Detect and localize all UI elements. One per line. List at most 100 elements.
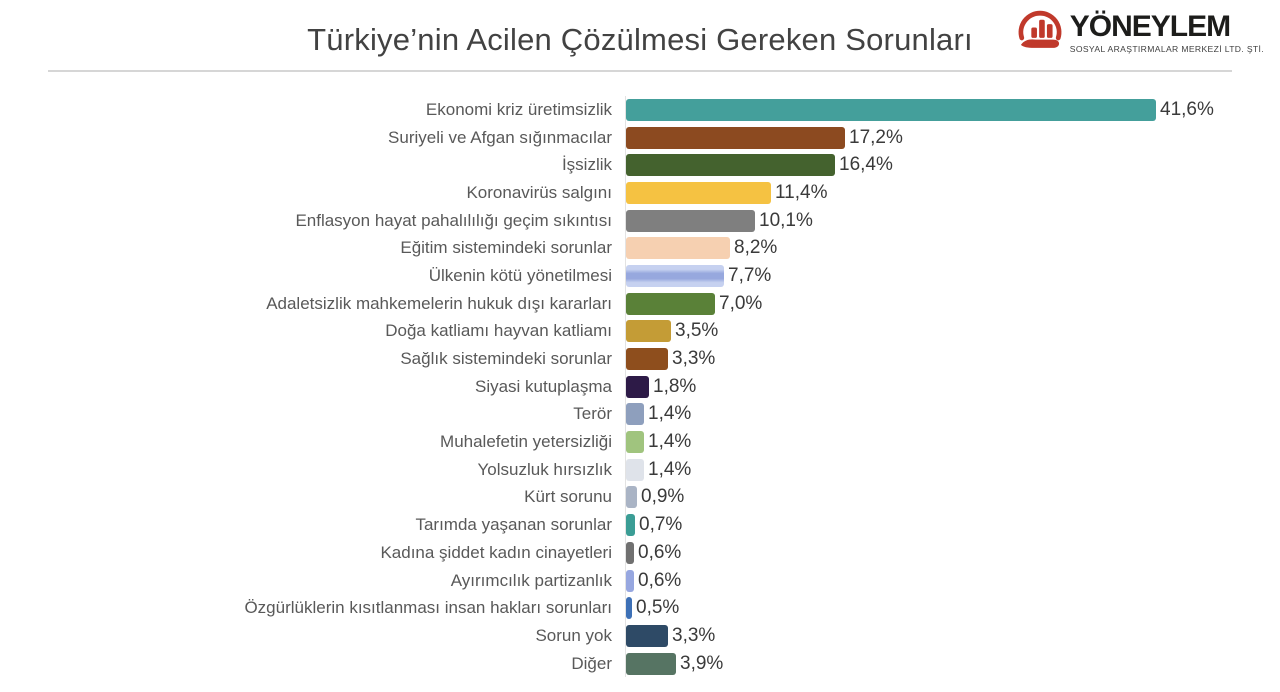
yoneylem-logo: YÖNEYLEM SOSYAL ARAŞTIRMALAR MERKEZİ LTD…	[1014, 7, 1264, 60]
value-label: 11,4%	[775, 181, 828, 203]
bar-area: 1,4%	[625, 400, 692, 429]
category-label: Koronavirüs salgını	[466, 182, 612, 202]
category-label: Ekonomi kriz üretimsizlik	[425, 99, 612, 119]
chart-row: Koronavirüs salgını 11,4%	[0, 179, 1280, 207]
title-divider	[48, 70, 1232, 72]
category-label: Ülkenin kötü yönetilmesi	[428, 265, 612, 285]
bar	[626, 624, 668, 647]
chart-row: Ekonomi kriz üretimsizlik 41,6%	[0, 96, 1280, 124]
chart-row: Muhalefetin yetersizliği 1,4%	[0, 428, 1280, 456]
value-label: 0,7%	[639, 514, 683, 536]
value-label: 1,4%	[648, 458, 692, 480]
bar-chart: Ekonomi kriz üretimsizlik 41,6% Suriyeli…	[0, 96, 1280, 678]
value-label: 1,4%	[648, 403, 692, 425]
bar	[626, 403, 644, 426]
bar-area: 0,5%	[625, 594, 680, 623]
value-label: 3,3%	[672, 624, 716, 646]
bar	[626, 514, 635, 537]
bar	[626, 569, 634, 592]
value-label: 1,8%	[653, 375, 697, 397]
value-label: 3,3%	[672, 348, 716, 370]
category-label: Özgürlüklerin kısıtlanması insan hakları…	[244, 598, 612, 618]
bar-area: 17,2%	[625, 123, 903, 152]
bar	[626, 209, 755, 232]
chart-row: Kadına şiddet kadın cinayetleri 0,6%	[0, 539, 1280, 567]
logo-name: YÖNEYLEM	[1069, 10, 1231, 44]
hand-holding-bars-icon	[1014, 7, 1066, 60]
bar	[626, 486, 637, 509]
value-label: 10,1%	[759, 209, 813, 231]
bar	[626, 597, 632, 620]
category-label: Sağlık sistemindeki sorunlar	[400, 349, 612, 369]
value-label: 0,6%	[638, 569, 682, 591]
chart-row: Ülkenin kötü yönetilmesi 7,7%	[0, 262, 1280, 290]
category-label: İşsizlik	[561, 155, 612, 175]
value-label: 8,2%	[734, 237, 778, 259]
category-label: Tarımda yaşanan sorunlar	[415, 515, 612, 535]
bar-area: 0,6%	[625, 566, 682, 595]
value-label: 41,6%	[1160, 98, 1214, 120]
bar-area: 0,7%	[625, 511, 682, 539]
value-label: 1,4%	[648, 431, 692, 453]
chart-row: Sağlık sistemindeki sorunlar 3,3%	[0, 345, 1280, 373]
bar	[626, 237, 730, 260]
bar-area: 41,6%	[625, 96, 1214, 124]
category-label: Eğitim sistemindeki sorunlar	[400, 238, 612, 258]
value-label: 0,5%	[636, 597, 680, 619]
bar-area: 0,9%	[625, 483, 685, 512]
category-label: Diğer	[571, 653, 612, 673]
chart-row: Suriyeli ve Afgan sığınmacılar 17,2%	[0, 123, 1280, 152]
value-label: 3,5%	[675, 320, 719, 342]
bar	[626, 431, 644, 454]
bar-area: 11,4%	[625, 179, 827, 207]
bar-area: 8,2%	[625, 234, 778, 263]
value-label: 17,2%	[849, 126, 903, 148]
bar-area: 16,4%	[625, 151, 893, 180]
page-title: Türkiye’nin Acilen Çözülmesi Gereken Sor…	[307, 22, 973, 57]
chart-row: Ayırımcılık partizanlık 0,6%	[0, 566, 1280, 595]
bar-area: 1,4%	[625, 455, 692, 484]
category-label: Adaletsizlik mahkemelerin hukuk dışı kar…	[266, 293, 612, 313]
value-label: 3,9%	[680, 652, 724, 674]
bar	[626, 375, 649, 398]
bar	[626, 348, 668, 371]
chart-row: Terör 1,4%	[0, 400, 1280, 429]
chart-row: İşsizlik 16,4%	[0, 151, 1280, 180]
value-label: 0,9%	[641, 486, 685, 508]
bar	[626, 98, 1156, 121]
bar	[626, 652, 676, 675]
header: Türkiye’nin Acilen Çözülmesi Gereken Sor…	[0, 0, 1280, 70]
bar	[626, 541, 634, 564]
bar-area: 7,0%	[625, 289, 763, 318]
category-label: Doğa katliamı hayvan katliamı	[385, 321, 612, 341]
logo-text: YÖNEYLEM SOSYAL ARAŞTIRMALAR MERKEZİ LTD…	[1069, 10, 1264, 54]
chart-row: Diğer 3,9%	[0, 649, 1280, 678]
category-label: Yolsuzluk hırsızlık	[477, 459, 612, 479]
category-label: Siyasi kutuplaşma	[474, 376, 612, 396]
chart-row: Doğa katliamı hayvan katliamı 3,5%	[0, 317, 1280, 346]
category-label: Muhalefetin yetersizliği	[440, 432, 612, 452]
category-label: Enflasyon hayat pahalılılığı geçim sıkın…	[295, 210, 612, 230]
value-label: 7,7%	[728, 264, 772, 286]
value-label: 0,6%	[638, 541, 682, 563]
bar-area: 7,7%	[625, 262, 771, 290]
value-label: 7,0%	[719, 292, 763, 314]
bar-area: 3,3%	[625, 345, 715, 373]
category-label: Ayırımcılık partizanlık	[450, 570, 612, 590]
bar-area: 3,5%	[625, 317, 719, 346]
bar	[626, 292, 715, 315]
category-label: Sorun yok	[535, 625, 612, 645]
bar-area: 1,8%	[625, 372, 697, 401]
chart-row: Yolsuzluk hırsızlık 1,4%	[0, 455, 1280, 484]
bar-area: 3,9%	[625, 649, 724, 678]
bar	[626, 181, 771, 204]
bar	[626, 320, 671, 343]
bar	[626, 458, 644, 481]
chart-row: Tarımda yaşanan sorunlar 0,7%	[0, 511, 1280, 539]
chart-row: Sorun yok 3,3%	[0, 622, 1280, 650]
category-label: Terör	[573, 404, 612, 424]
chart-row: Özgürlüklerin kısıtlanması insan hakları…	[0, 594, 1280, 623]
category-label: Suriyeli ve Afgan sığınmacılar	[388, 127, 612, 147]
logo-subtitle: SOSYAL ARAŞTIRMALAR MERKEZİ LTD. ŞTİ.	[1069, 43, 1264, 54]
bar	[626, 126, 845, 149]
